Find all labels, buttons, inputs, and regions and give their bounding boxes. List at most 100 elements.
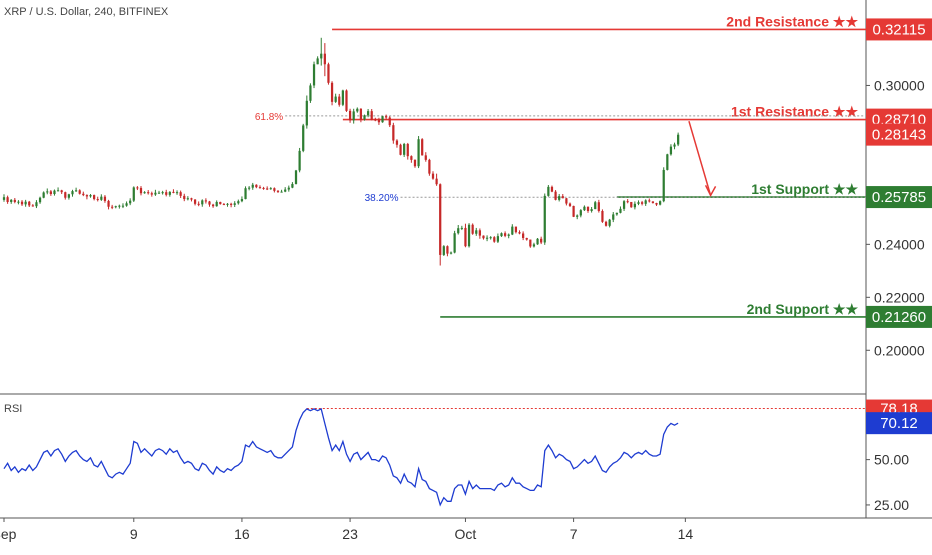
candle-body — [121, 205, 125, 207]
candle-body — [500, 233, 503, 237]
time-tick-label: 23 — [342, 526, 358, 542]
candle-body — [348, 110, 352, 121]
candle-body — [403, 143, 406, 155]
candle-body — [10, 199, 13, 202]
candle-body — [568, 203, 572, 206]
candle-body — [446, 246, 449, 254]
candle-body — [633, 203, 636, 208]
arrow-head — [704, 185, 717, 197]
candle-body — [626, 201, 629, 203]
candle-body — [230, 203, 233, 205]
candle-body — [136, 187, 139, 189]
level-price-badge — [866, 186, 932, 209]
candle-body — [604, 221, 608, 226]
price-badges: 0.321150.287100.257850.212600.2814378.18… — [866, 18, 932, 435]
candle-body — [352, 111, 355, 121]
candle-body — [276, 190, 280, 192]
candle-body — [496, 236, 500, 242]
candle-body — [208, 201, 211, 205]
candle-body — [572, 205, 575, 217]
candle-body — [222, 204, 226, 206]
time-tick-label: 9 — [130, 526, 138, 542]
candle-body — [53, 190, 56, 195]
candle-body — [464, 227, 467, 247]
candle-body — [67, 194, 71, 198]
candle-body — [35, 202, 38, 207]
candle-body — [24, 201, 27, 205]
candle-body — [266, 188, 269, 190]
candle-body — [493, 237, 496, 242]
candle-body — [96, 199, 99, 201]
candle-body — [56, 190, 60, 192]
level-price-badge — [866, 305, 932, 328]
candle-body — [554, 191, 557, 200]
candle-body — [78, 190, 81, 194]
candle-body — [237, 201, 240, 204]
candle-body — [619, 208, 622, 213]
candle-body — [648, 200, 651, 202]
candle-body — [536, 238, 539, 245]
candle-body — [608, 219, 611, 226]
level-label: 1st Resistance ★★ — [731, 104, 858, 120]
candle-body — [38, 197, 42, 203]
candle-body — [485, 237, 489, 239]
candle-body — [20, 201, 24, 205]
candle-body — [586, 206, 590, 211]
time-tick-label: 7 — [570, 526, 578, 542]
candle-body — [532, 244, 536, 247]
candle-body — [183, 195, 186, 200]
candle-body — [132, 187, 135, 201]
candle-body — [370, 111, 373, 120]
candle-body — [269, 188, 272, 190]
candle-body — [82, 193, 85, 196]
projection-arrow — [688, 120, 717, 197]
candle-body — [377, 119, 381, 123]
rsi-line — [3, 407, 679, 507]
candle-body — [471, 224, 474, 234]
candle-body — [118, 205, 121, 207]
candle-body — [129, 200, 132, 204]
candle-body — [406, 143, 409, 157]
candle-body — [356, 108, 359, 112]
candle-body — [179, 192, 182, 196]
candle-body — [489, 237, 492, 239]
rsi-tick-label: 25.00 — [874, 497, 909, 513]
candle-body — [590, 209, 593, 211]
rsi-axis[interactable]: 50.00 25.00 — [866, 452, 909, 513]
candle-body — [139, 187, 143, 194]
candle-body — [262, 187, 265, 189]
candle-body — [103, 196, 107, 201]
candle-body — [460, 227, 463, 229]
time-tick-label: Sep — [0, 526, 17, 542]
candle-body — [305, 100, 308, 126]
candle-body — [165, 192, 168, 195]
candle-body — [662, 169, 665, 202]
candle-body — [334, 96, 337, 102]
candle-body — [561, 196, 564, 199]
candle-body — [309, 85, 312, 101]
level-label: 2nd Support ★★ — [747, 301, 859, 317]
candle-body — [655, 203, 658, 205]
candle-body — [381, 116, 384, 123]
candle-body — [341, 90, 344, 105]
candle-body — [428, 159, 431, 174]
candle-body — [186, 198, 189, 200]
candle-body — [197, 203, 200, 205]
level-label: 1st Support ★★ — [751, 181, 858, 197]
candle-body — [273, 188, 276, 191]
candle-body — [439, 184, 442, 255]
candle-body — [154, 192, 157, 195]
candle-body — [85, 195, 89, 197]
level-price-badge-text: 0.32115 — [872, 21, 925, 38]
candle-body — [280, 191, 283, 193]
candle-body — [359, 108, 363, 120]
candle-body — [529, 239, 532, 247]
price-tick-label: 0.30000 — [874, 77, 925, 93]
candle-body — [669, 146, 673, 155]
candle-body — [565, 198, 568, 204]
levels-layer: 2nd Resistance ★★ 1st Resistance ★★ 1st Su… — [332, 13, 866, 318]
candle-body — [302, 125, 305, 151]
time-axis[interactable]: Sep 9 16 23 Oct 7 14 — [0, 518, 693, 542]
price-tick-label: 0.22000 — [874, 289, 925, 305]
